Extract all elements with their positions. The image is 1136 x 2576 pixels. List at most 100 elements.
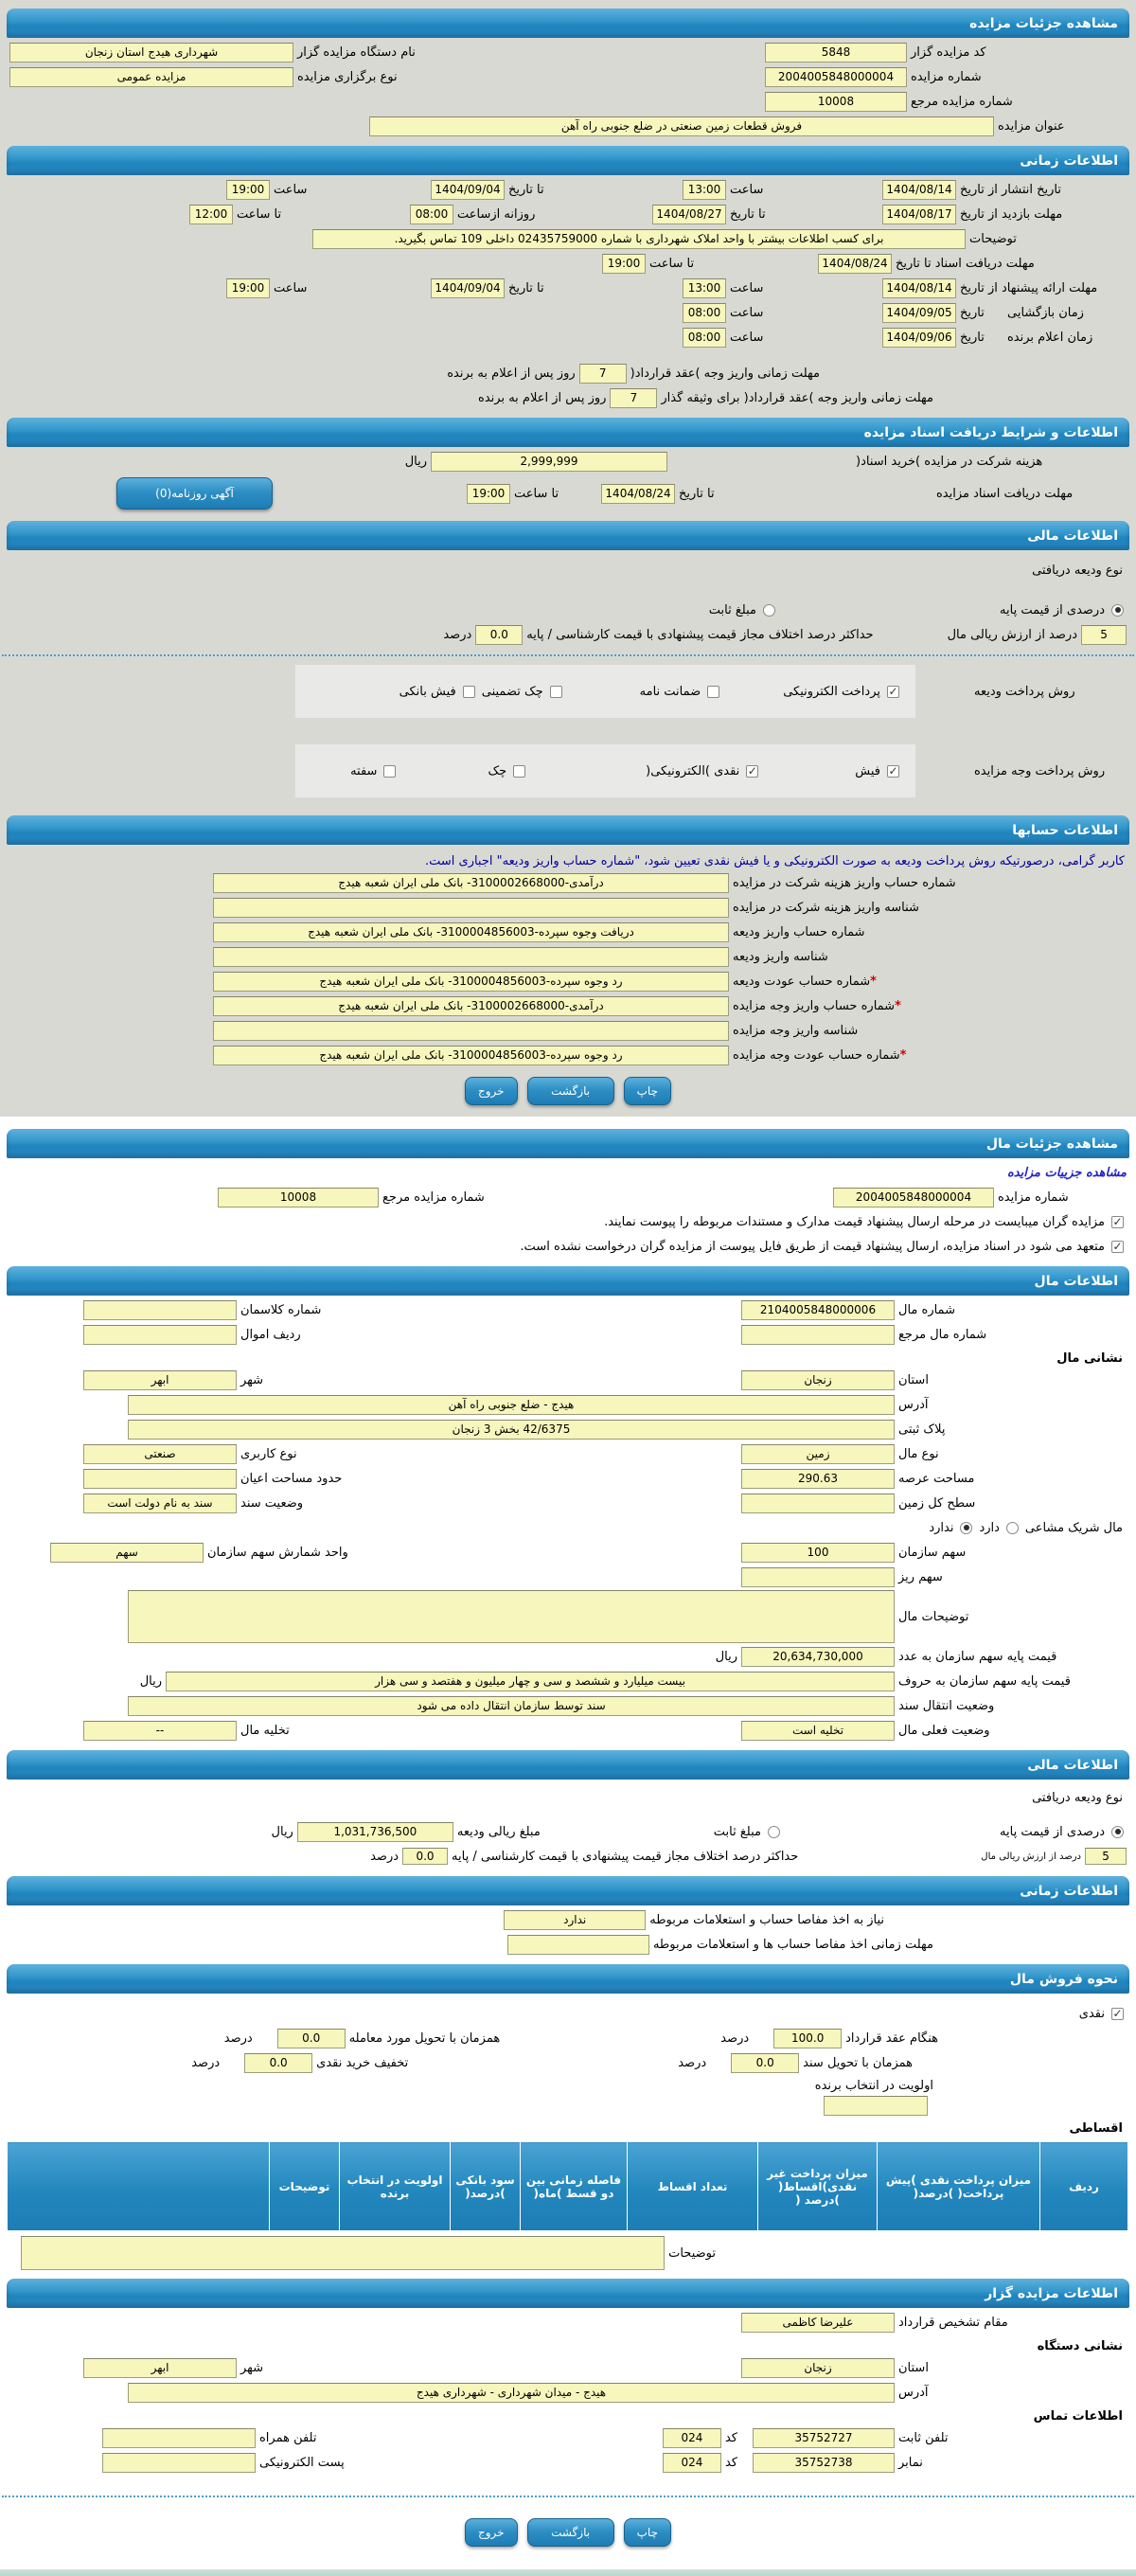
winner-priority-input[interactable] xyxy=(824,2095,928,2116)
base-price-words-input[interactable]: بیست میلیارد و ششصد و سی و چهار میلیون و… xyxy=(166,1671,895,1691)
publish-from-time-input[interactable]: 13:00 xyxy=(683,179,726,200)
docs-receive-date-input[interactable]: 1404/08/24 xyxy=(601,483,675,504)
deposit-amount-input[interactable]: 1,031,736,500 xyxy=(296,1821,453,1842)
certified-check-checkbox[interactable] xyxy=(549,685,562,698)
promissory-checkbox[interactable] xyxy=(383,764,397,778)
back-button[interactable]: بازگشت xyxy=(526,1077,614,1105)
org-share-input[interactable]: 100 xyxy=(741,1542,895,1563)
docs-receive-time-input[interactable]: 19:00 xyxy=(467,483,510,504)
bank-slip-checkbox[interactable] xyxy=(462,685,475,698)
daily-to-input[interactable]: 12:00 xyxy=(189,204,233,224)
offer-to-input[interactable]: 1404/09/04 xyxy=(431,277,505,298)
auction-type-input[interactable]: مزایده عمومی xyxy=(9,66,293,87)
visit-from-input[interactable]: 1404/08/17 xyxy=(882,204,956,224)
fax-input[interactable]: 35752738 xyxy=(753,2452,895,2473)
docs-deadline-date-input[interactable]: 1404/08/24 xyxy=(818,253,892,274)
email-input[interactable] xyxy=(101,2452,256,2473)
cash-electronic-checkbox[interactable] xyxy=(746,764,759,778)
offer-to-time-input[interactable]: 19:00 xyxy=(226,277,270,298)
visit-to-input[interactable]: 1404/08/27 xyxy=(652,204,726,224)
classification-input[interactable] xyxy=(83,1299,237,1320)
publish-from-input[interactable]: 1404/08/14 xyxy=(882,179,956,200)
fee-input[interactable]: 2,999,999 xyxy=(431,451,667,472)
max-diff-input[interactable]: 0.0 xyxy=(475,624,524,645)
percent-of-base-radio[interactable] xyxy=(1111,1825,1124,1838)
clearance-deadline-input[interactable] xyxy=(506,1934,649,1955)
phone-code-input[interactable]: 024 xyxy=(662,2427,721,2448)
address-input[interactable]: هیدج - میدان شهرداری - شهرداری هیدج xyxy=(128,2382,895,2403)
auctioneer-code-input[interactable]: 5848 xyxy=(765,42,907,63)
payment-deadline-2-input[interactable]: 7 xyxy=(610,387,658,408)
account-input[interactable]: درآمدی-3100002668000- بانک ملی ایران شعب… xyxy=(213,872,729,893)
sub-share-input[interactable] xyxy=(741,1566,895,1587)
deposit-percent-input[interactable]: 5 xyxy=(1081,624,1127,645)
docs-deadline-time-input[interactable]: 19:00 xyxy=(602,253,646,274)
at-deed-delivery-input[interactable]: 0.0 xyxy=(731,2052,800,2073)
fax-code-input[interactable]: 024 xyxy=(662,2452,721,2473)
city-input[interactable]: ابهر xyxy=(83,2357,237,2378)
account-input[interactable]: دریافت وجوه سپرده-3100004856003- بانک مل… xyxy=(213,921,729,942)
payment-deadline-1-input[interactable]: 7 xyxy=(578,363,627,384)
building-area-input[interactable] xyxy=(83,1468,237,1489)
sale-description-input[interactable] xyxy=(21,2236,666,2270)
offer-from-input[interactable]: 1404/08/14 xyxy=(882,277,956,298)
base-price-number-input[interactable]: 20,634,730,000 xyxy=(741,1646,895,1667)
property-description-input[interactable] xyxy=(128,1590,895,1643)
winner-date-input[interactable]: 1404/09/06 xyxy=(882,327,956,348)
mobile-input[interactable] xyxy=(101,2427,256,2448)
daily-from-input[interactable]: 08:00 xyxy=(410,204,453,224)
back-button[interactable]: بازگشت xyxy=(526,2518,614,2547)
province-input[interactable]: زنجان xyxy=(741,1369,895,1390)
property-ref-input[interactable] xyxy=(741,1324,895,1345)
account-input[interactable]: درآمدی-3100002668000- بانک ملی ایران شعب… xyxy=(213,995,729,1016)
contract-authority-input[interactable]: علیرضا کاظمی xyxy=(741,2312,895,2333)
account-input[interactable] xyxy=(213,946,729,967)
offer-from-time-input[interactable]: 13:00 xyxy=(683,277,726,298)
exit-button[interactable]: خروج xyxy=(465,1077,518,1105)
phone-input[interactable]: 35752727 xyxy=(753,2427,895,2448)
share-unit-input[interactable]: سهم xyxy=(50,1542,204,1563)
property-number-input[interactable]: 2104005848000006 xyxy=(741,1299,895,1320)
print-button[interactable]: چاپ xyxy=(623,1077,671,1105)
at-delivery-input[interactable]: 0.0 xyxy=(276,2028,346,2048)
opening-time-input[interactable]: 08:00 xyxy=(683,302,726,323)
auction-number-input[interactable]: 2004005848000004 xyxy=(833,1187,994,1208)
auction-ref-input[interactable]: 10008 xyxy=(765,91,907,112)
account-input[interactable]: رد وجوه سپرده-3100004856003- بانک ملی ای… xyxy=(213,971,729,992)
asset-row-input[interactable] xyxy=(83,1324,237,1345)
percent-of-base-radio[interactable] xyxy=(1111,603,1124,617)
auction-number-input[interactable]: 2004005848000004 xyxy=(765,66,907,87)
fixed-amount-radio[interactable] xyxy=(768,1825,781,1838)
account-input[interactable]: رد وجوه سپرده-3100004856003- بانک ملی ای… xyxy=(213,1045,729,1065)
cash-sale-checkbox[interactable] xyxy=(1111,2007,1124,2020)
deed-transfer-input[interactable]: سند توسط سازمان انتقال داده می شود xyxy=(128,1695,895,1716)
city-input[interactable]: ابهر xyxy=(83,1369,237,1390)
deed-status-input[interactable]: سند به نام دولت است xyxy=(83,1493,237,1513)
print-button[interactable]: چاپ xyxy=(623,2518,671,2547)
winner-time-input[interactable]: 08:00 xyxy=(683,327,726,348)
description-input[interactable]: برای کسب اطلاعات بیشتر با واحد املاک شهر… xyxy=(312,228,966,249)
no-file-request-checkbox[interactable] xyxy=(1111,1240,1124,1253)
auction-ref-input[interactable]: 10008 xyxy=(218,1187,379,1208)
joint-owner-has-radio[interactable] xyxy=(1005,1521,1019,1534)
org-name-input[interactable]: شهرداری هیدج استان زنجان xyxy=(9,42,293,63)
attach-docs-checkbox[interactable] xyxy=(1111,1215,1124,1228)
evacuation-input[interactable]: -- xyxy=(83,1720,237,1741)
check-checkbox[interactable] xyxy=(513,764,526,778)
exit-button[interactable]: خروج xyxy=(465,2518,518,2547)
address-input[interactable]: هیدج - ضلع جنوبی راه آهن xyxy=(128,1394,895,1415)
auction-title-input[interactable]: فروش قطعات زمین صنعتی در ضلع جنوبی راه آ… xyxy=(369,116,994,136)
account-input[interactable] xyxy=(213,897,729,918)
fixed-amount-radio[interactable] xyxy=(763,603,776,617)
publish-to-input[interactable]: 1404/09/04 xyxy=(431,179,505,200)
at-contract-input[interactable]: 100.0 xyxy=(773,2028,843,2048)
usage-type-input[interactable]: صنعتی xyxy=(83,1443,237,1464)
slip-checkbox[interactable] xyxy=(887,764,899,778)
total-land-input[interactable] xyxy=(741,1493,895,1513)
newspaper-ad-button[interactable]: آگهی روزنامه(0) xyxy=(116,477,273,510)
province-input[interactable]: زنجان xyxy=(741,2357,895,2378)
registration-plate-input[interactable]: 42/6375 بخش 3 زنجان xyxy=(128,1419,895,1440)
land-area-input[interactable]: 290.63 xyxy=(741,1468,895,1489)
cash-discount-input[interactable]: 0.0 xyxy=(244,2052,313,2073)
joint-owner-hasnot-radio[interactable] xyxy=(960,1521,973,1534)
